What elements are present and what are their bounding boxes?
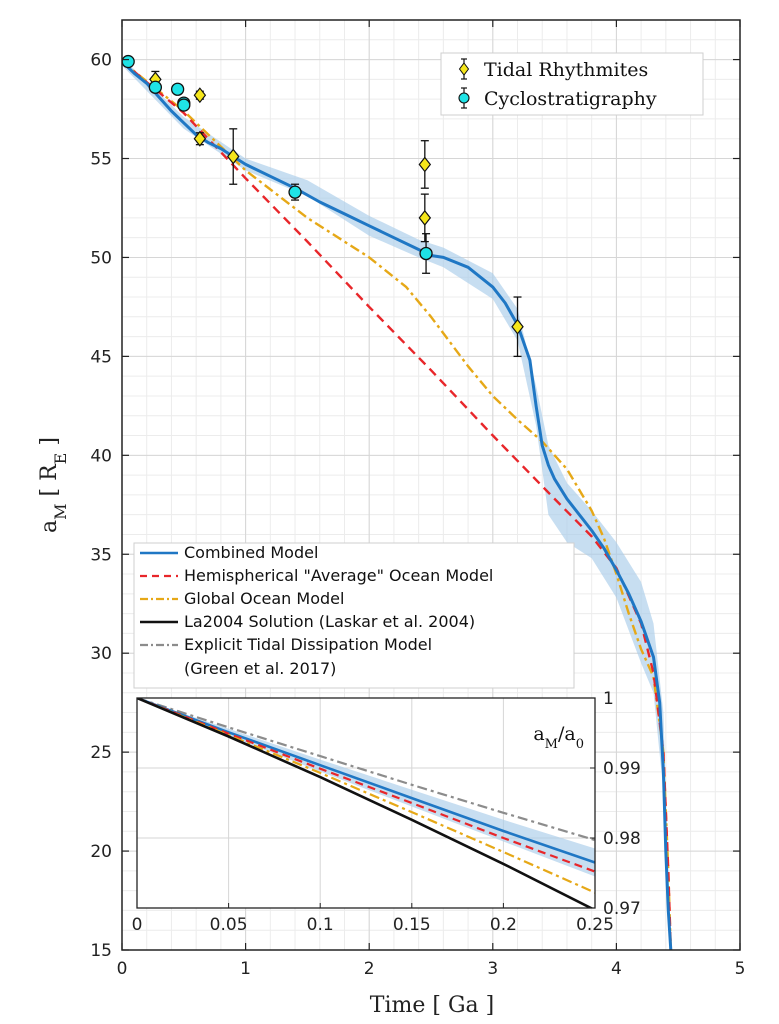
- legend-top: Tidal Rhythmites Cyclostratigraphy: [440, 52, 704, 116]
- inset-y-tick-label: 0.97: [603, 899, 641, 919]
- data-points: [121, 54, 524, 358]
- plot-frame: [121, 19, 741, 951]
- legend-entry-label: Global Ocean Model: [184, 589, 344, 608]
- diamond-marker: [226, 148, 240, 165]
- legend-entry-label: Hemispherical "Average" Ocean Model: [184, 566, 493, 585]
- circle-marker: [148, 80, 163, 94]
- y-tick-label: 60: [90, 51, 112, 71]
- inset-series-line: [137, 698, 595, 842]
- legend-entry-label: La2004 Solution (Laskar et al. 2004): [184, 612, 475, 631]
- inset-y-tick-label: 0.98: [603, 829, 641, 849]
- inset-x-tick-label: 0.2: [490, 915, 517, 935]
- legend-lines: Combined Model Hemispherical "Average" Oc…: [133, 542, 575, 689]
- x-tick-label: 2: [364, 959, 375, 979]
- inset-x-tick-label: 0: [132, 915, 143, 935]
- x-tick-label: 1: [240, 959, 251, 979]
- circle-marker: [170, 82, 185, 96]
- y-tick-label: 40: [90, 446, 112, 466]
- legend-entry-label: (Green et al. 2017): [184, 659, 336, 678]
- inset-x-tick-label: 0.15: [393, 915, 431, 935]
- axis-ticks: [121, 20, 741, 951]
- legend-entry-label: Tidal Rhythmites: [484, 59, 648, 81]
- y-tick-label: 50: [90, 248, 112, 268]
- series-line: [122, 60, 673, 950]
- inset-plot: [137, 698, 595, 908]
- y-tick-label: 55: [90, 150, 112, 170]
- inset-x-tick-label: 0.1: [307, 915, 334, 935]
- y-tick-label: 30: [90, 644, 112, 664]
- x-tick-label: 4: [611, 959, 622, 979]
- legend-top-box: [440, 52, 704, 116]
- y-axis-label: aM [ RE ]: [37, 437, 70, 533]
- circle-marker: [419, 246, 433, 261]
- inset-x-tick-label: 0.25: [576, 915, 614, 935]
- x-axis-label: Time [ Ga ]: [370, 993, 494, 1018]
- inset-series-line: [137, 698, 594, 908]
- inset-series-line: [137, 698, 595, 873]
- legend-entry-label: Combined Model: [184, 543, 318, 562]
- inset-y-tick-label: 1: [603, 689, 614, 709]
- x-tick-label: 5: [735, 959, 746, 979]
- diamond-marker: [418, 156, 432, 173]
- inset-chart: 0 0.05 0.1 0.15 0.2 0.250.97 0.98 0.99 1 aM/a0: [132, 689, 641, 935]
- diamond-marker: [511, 318, 524, 335]
- x-tick-label: 3: [487, 959, 498, 979]
- diamond-marker: [193, 130, 207, 147]
- circle-marker: [288, 185, 302, 199]
- y-tick-label: 35: [90, 545, 112, 565]
- model-lines: [122, 60, 673, 950]
- inset-series-line: [137, 698, 595, 894]
- legend-entry-label: Explicit Tidal Dissipation Model: [184, 635, 432, 654]
- inset-y-label: aM/a0: [533, 723, 584, 752]
- legend-diamond-marker: [458, 62, 470, 76]
- y-tick-label: 45: [90, 347, 112, 367]
- inset-x-tick-label: 0.05: [210, 915, 248, 935]
- legend-circle-marker: [458, 92, 470, 104]
- circle-marker: [121, 54, 135, 69]
- diamond-marker: [193, 87, 207, 104]
- y-tick-label: 15: [90, 941, 112, 961]
- y-tick-label: 25: [90, 743, 112, 763]
- svg-text:aM [ RE ]: aM [ RE ]: [37, 437, 70, 533]
- legend-lines-box: [133, 542, 575, 689]
- y-tick-label: 20: [90, 842, 112, 862]
- circle-marker: [177, 98, 191, 112]
- inset-frame: [136, 697, 596, 909]
- diamond-marker: [418, 209, 432, 226]
- inset-y-tick-label: 0.99: [603, 759, 641, 779]
- x-tick-label: 0: [117, 959, 128, 979]
- legend-entry-label: Cyclostratigraphy: [484, 88, 657, 110]
